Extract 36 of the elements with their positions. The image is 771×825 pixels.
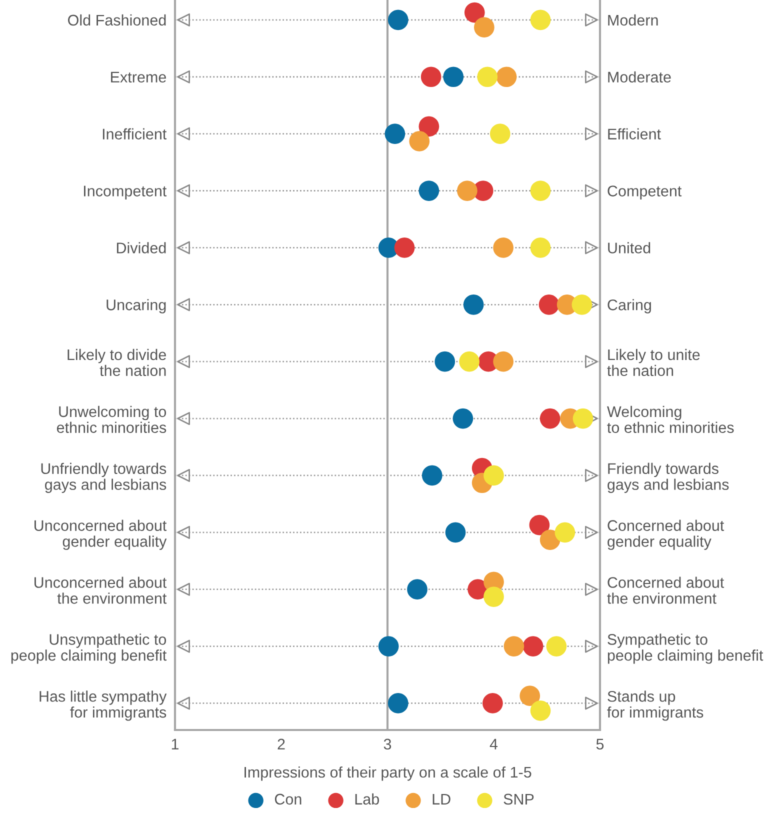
y2-tick-label: Moderate	[608, 71, 671, 83]
legend-label: Lab	[355, 793, 379, 805]
y-tick-label: Extreme	[111, 72, 166, 83]
y-tick-label: Unsympathetic to people claiming benefit	[11, 634, 167, 664]
y-tick-label: Incompetent	[84, 186, 167, 200]
y2-tick-label: Likely to unite the nation	[607, 348, 700, 376]
y-tick-label: Likely to divide the nation	[68, 348, 166, 376]
x-tick-label: 1	[172, 738, 179, 750]
y-tick-label: Unfriendly towards gays and lesbians	[41, 462, 166, 493]
y2-tick-label: United	[608, 242, 650, 254]
y2-tick-label: Caring	[608, 299, 651, 314]
x-tick-label: 3	[384, 738, 392, 750]
legend-label: LD	[432, 794, 450, 804]
y-tick-label: Uncaring	[106, 299, 166, 314]
y2-tick-label: Friendly towards gays and lesbians	[608, 462, 729, 493]
y2-tick-label: Modern	[608, 14, 658, 26]
y2-tick-label: Efficient	[608, 128, 661, 140]
y2-tick-label: Concerned about the environment	[607, 576, 724, 604]
y-tick-label: Unconcerned about gender equality	[34, 520, 167, 550]
y2-tick-label: Competent	[608, 186, 682, 200]
y-tick-label: Old Fashioned	[68, 14, 166, 26]
y2-tick-label: Concerned about gender equality	[608, 520, 724, 550]
legend-label: Con	[274, 794, 302, 805]
x-tick-label: 4	[490, 738, 498, 750]
y2-tick-label: Welcoming to ethnic minorities	[607, 406, 734, 433]
y2-tick-label: Stands up for immigrants	[607, 690, 704, 721]
y2-tick-label: Sympathetic to people claiming benefit	[608, 634, 764, 664]
x-axis-title: Impressions of their party on a scale of 1-5	[244, 766, 532, 781]
y-tick-label: Has little sympathy for immigrants	[40, 690, 167, 721]
y-tick-label: Unconcerned about the environment	[34, 576, 167, 604]
legend-label: SNP	[504, 794, 534, 805]
y-tick-label: Unwelcoming to ethnic minorities	[56, 406, 166, 433]
y-tick-label: Inefficient	[102, 128, 167, 140]
x-tick-label: 5	[596, 738, 604, 750]
y-tick-label: Divided	[116, 242, 166, 254]
x-tick-label: 2	[278, 738, 285, 750]
